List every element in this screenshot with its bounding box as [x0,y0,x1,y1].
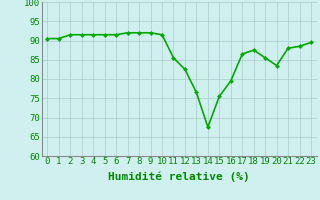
X-axis label: Humidité relative (%): Humidité relative (%) [108,172,250,182]
